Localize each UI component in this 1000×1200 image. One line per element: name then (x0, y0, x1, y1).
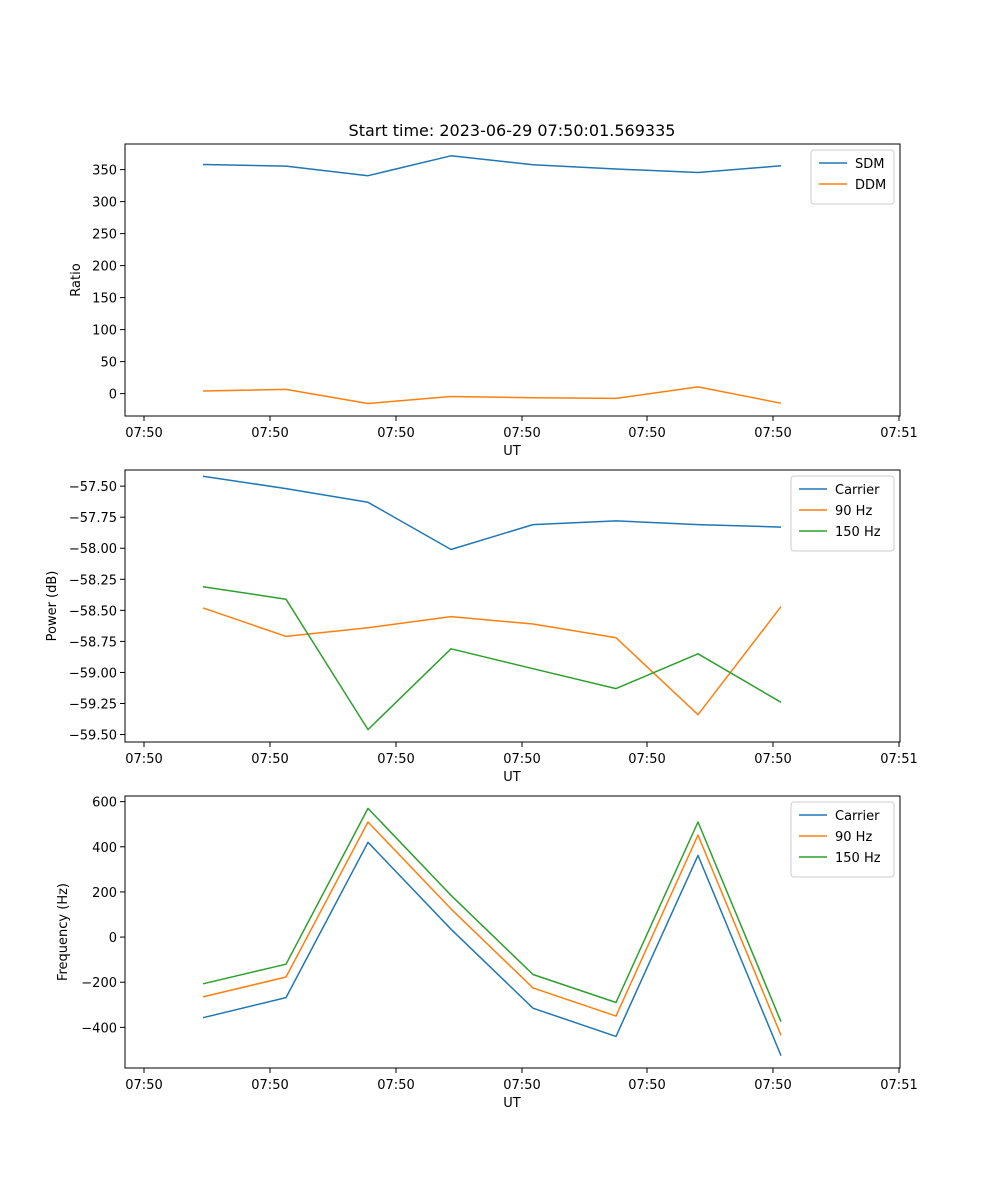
x-tick-label: 07:51 (880, 1078, 917, 1093)
series-line-ddm (202, 386, 782, 405)
y-tick-label: −400 (81, 1021, 117, 1036)
x-tick-label: 07:50 (628, 752, 665, 767)
x-tick-label: 07:51 (880, 426, 917, 441)
axes-frame (124, 795, 901, 1069)
legend-box (790, 801, 895, 878)
legend-label: SDM (855, 157, 884, 172)
x-tick-label: 07:50 (628, 426, 665, 441)
y-tick-label: 150 (92, 292, 117, 307)
y-tick-label: −59.25 (69, 697, 117, 712)
y-tick-label: −200 (81, 976, 117, 991)
panel-1: 07:50 07:50 07:50 07:50 07:50 07:50 07:51 UT 0 50… (69, 143, 918, 459)
legend-label: Carrier (835, 483, 880, 498)
y-tick-label: 350 (92, 164, 117, 179)
x-tick-label: 07:50 (377, 752, 414, 767)
series-line-150-hz (202, 585, 782, 731)
series-line-90-hz (202, 821, 782, 1036)
y-tick-label: −58.50 (69, 604, 117, 619)
legend-label: Carrier (835, 809, 880, 824)
y-tick-label: 0 (109, 931, 117, 946)
y-tick-label: −57.75 (69, 511, 117, 526)
y-tick-label: −58.75 (69, 635, 117, 650)
legend-label: 150 Hz (835, 525, 881, 540)
x-tick-label: 07:50 (503, 1078, 540, 1093)
panels: 07:50 07:50 07:50 07:50 07:50 07:50 07:51 UT 0 50… (45, 143, 918, 1111)
x-tick-label: 07:50 (125, 752, 162, 767)
x-tick-label: 07:50 (251, 1078, 288, 1093)
y-axis-label: Ratio (69, 263, 84, 296)
axes-frame (124, 469, 901, 743)
y-tick-label: 300 (92, 196, 117, 211)
x-tick-label: 07:50 (754, 752, 791, 767)
panel-2: 07:50 07:50 07:50 07:50 07:50 07:50 07:51 UT −57… (45, 469, 918, 785)
y-tick-label: 0 (109, 388, 117, 403)
legend-label: 90 Hz (835, 830, 872, 845)
x-tick-label: 07:50 (251, 752, 288, 767)
legend: Carrier 90 Hz 150 Hz (790, 801, 895, 878)
legend-box (790, 475, 895, 552)
y-axis-label: Frequency (Hz) (56, 883, 71, 981)
series-line-carrier (202, 475, 782, 551)
y-tick-label: 250 (92, 228, 117, 243)
y-tick-label: 200 (92, 260, 117, 275)
series-line-carrier (202, 841, 782, 1056)
axes-frame (124, 143, 901, 417)
x-tick-label: 07:50 (754, 426, 791, 441)
y-tick-label: 200 (92, 886, 117, 901)
y-tick-label: 400 (92, 841, 117, 856)
x-tick-label: 07:50 (503, 752, 540, 767)
y-tick-label: −58.25 (69, 573, 117, 588)
y-tick-label: −57.50 (69, 480, 117, 495)
x-tick-label: 07:50 (251, 426, 288, 441)
legend-label: 90 Hz (835, 504, 872, 519)
x-tick-label: 07:50 (377, 426, 414, 441)
panel-3: 07:50 07:50 07:50 07:50 07:50 07:50 07:51 UT −40… (56, 795, 918, 1111)
y-tick-label: −59.50 (69, 729, 117, 744)
x-tick-label: 07:50 (628, 1078, 665, 1093)
legend-label: 150 Hz (835, 851, 881, 866)
legend: Carrier 90 Hz 150 Hz (790, 475, 895, 552)
y-tick-label: −59.00 (69, 666, 117, 681)
x-axis-label: UT (503, 444, 521, 459)
x-tick-label: 07:50 (125, 426, 162, 441)
x-axis-label: UT (503, 1096, 521, 1111)
x-axis-label: UT (503, 770, 521, 785)
x-tick-label: 07:50 (377, 1078, 414, 1093)
chart-title: Start time: 2023-06-29 07:50:01.569335 (349, 121, 676, 140)
legend-label: DDM (855, 178, 886, 193)
y-tick-label: −58.00 (69, 542, 117, 557)
series-line-150-hz (202, 807, 782, 1022)
y-tick-label: 600 (92, 796, 117, 811)
x-tick-label: 07:50 (503, 426, 540, 441)
x-tick-label: 07:51 (880, 752, 917, 767)
y-tick-label: 50 (100, 356, 117, 371)
series-line-sdm (202, 155, 782, 177)
x-tick-label: 07:50 (125, 1078, 162, 1093)
y-axis-label: Power (dB) (45, 571, 60, 642)
legend: SDM DDM (810, 149, 895, 205)
y-tick-label: 100 (92, 324, 117, 339)
series-line-90-hz (202, 606, 782, 716)
x-tick-label: 07:50 (754, 1078, 791, 1093)
